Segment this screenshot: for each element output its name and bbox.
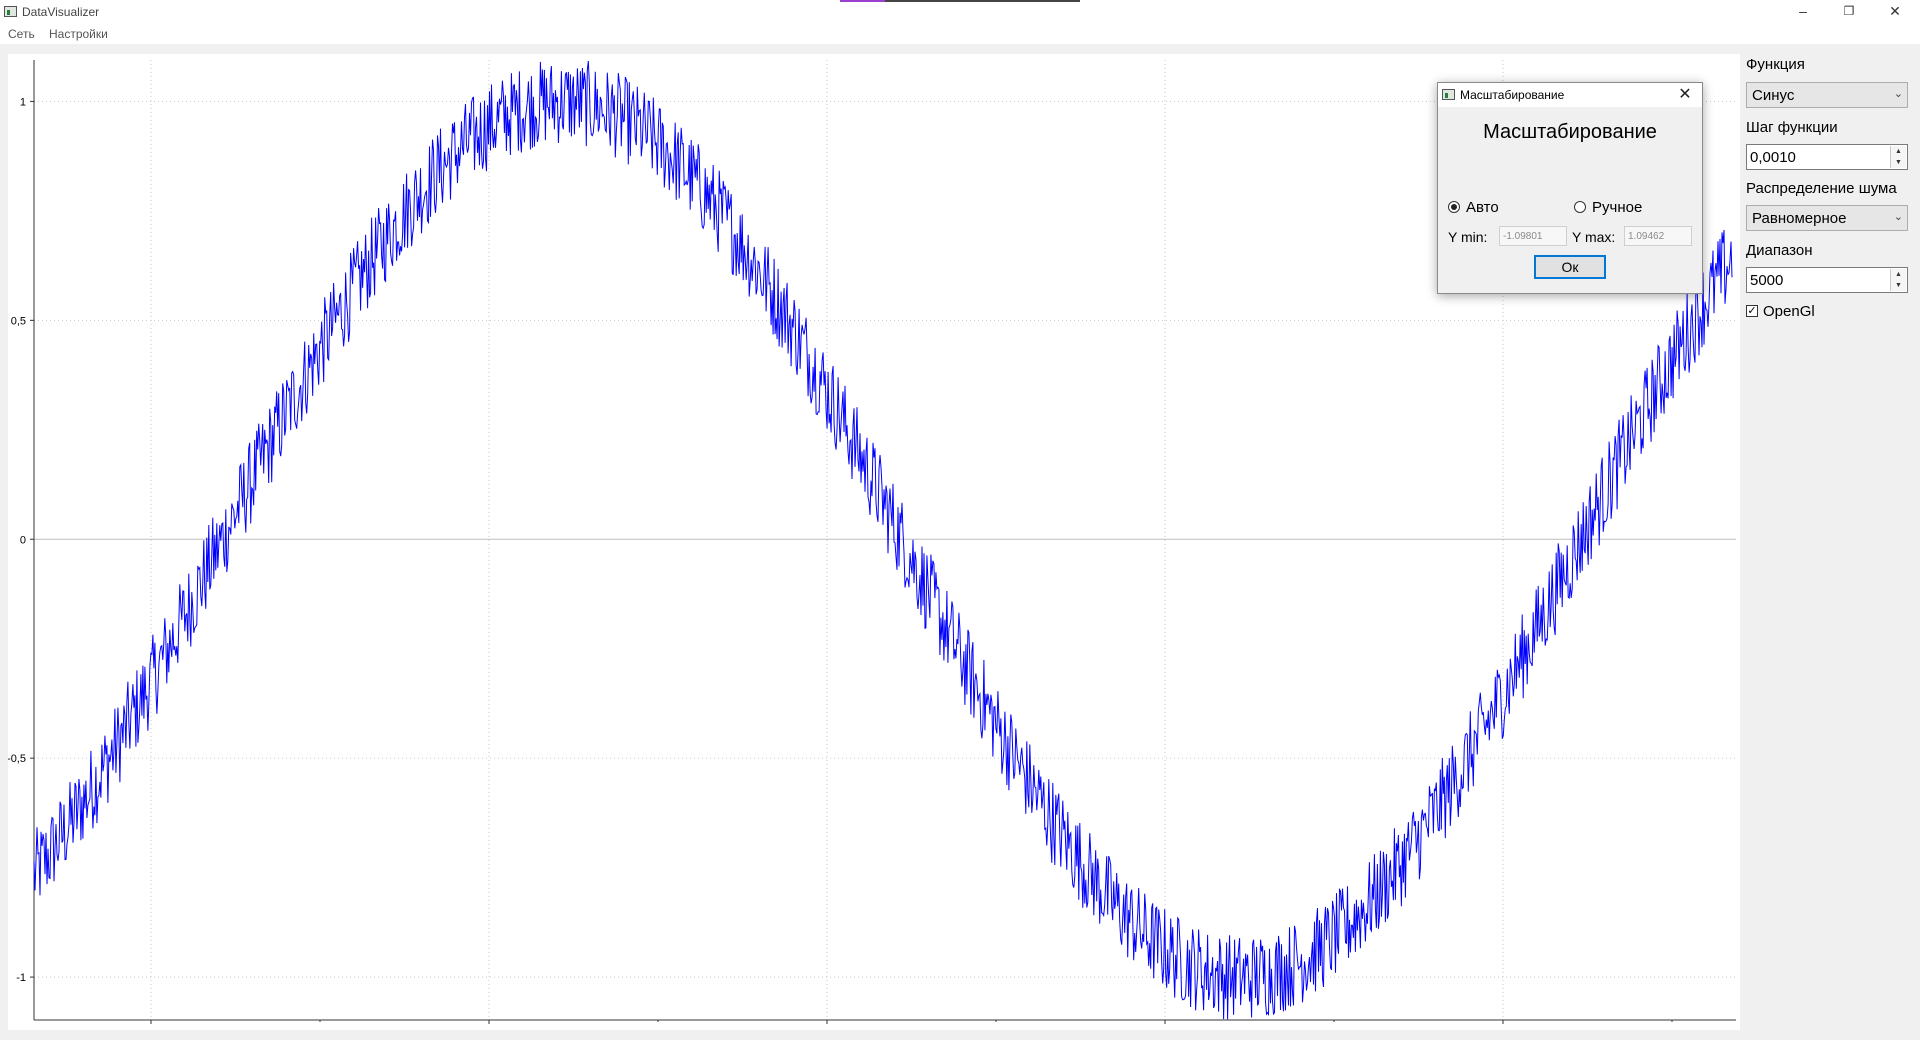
signal-line <box>33 60 1733 1020</box>
noise-label: Распределение шума <box>1746 180 1897 197</box>
chevron-down-icon: ⌄ <box>1893 211 1903 223</box>
control-panel: Функция Синус ⌄ Шаг функции 0,0010 ▲ ▼ Р… <box>1742 48 1920 348</box>
window-title: DataVisualizer <box>22 5 100 19</box>
function-select[interactable]: Синус ⌄ <box>1746 82 1908 108</box>
step-spinbox-buttons: ▲ ▼ <box>1890 146 1906 168</box>
dialog-heading: Масштабирование <box>1483 121 1657 143</box>
y-tick-label: -1 <box>16 972 26 984</box>
chevron-down-icon: ⌄ <box>1893 88 1903 100</box>
ymax-value: 1.09462 <box>1628 231 1665 242</box>
menu-item-network[interactable]: Сеть <box>8 27 35 41</box>
menu-bar: Сеть Настройки <box>0 24 1920 44</box>
range-spinbox[interactable]: 5000 ▲ ▼ <box>1746 267 1908 293</box>
close-icon[interactable]: ✕ <box>1678 86 1692 103</box>
y-tick-label: -0,5 <box>8 753 26 765</box>
noise-select[interactable]: Равномерное ⌄ <box>1746 205 1908 231</box>
radio-manual-label: Ручное <box>1592 199 1643 216</box>
ymin-field[interactable]: -1.09801 <box>1499 226 1567 246</box>
radio-auto-label: Авто <box>1466 199 1499 216</box>
step-spinbox-value: 0,0010 <box>1750 149 1796 166</box>
window-titlebar: DataVisualizer – ❐ ✕ <box>0 0 1920 24</box>
y-tick-label: 0,5 <box>11 315 26 327</box>
spin-down-icon[interactable]: ▼ <box>1891 157 1906 168</box>
checkbox-checked-icon[interactable]: ✓ <box>1746 305 1758 317</box>
scaling-dialog: Масштабирование ✕ Масштабирование Авто Р… <box>1437 82 1703 294</box>
minimize-button[interactable]: – <box>1799 3 1807 19</box>
dialog-title: Масштабирование <box>1460 88 1565 102</box>
step-label: Шаг функции <box>1746 119 1838 136</box>
range-label: Диапазон <box>1746 242 1813 259</box>
radio-unchecked-icon[interactable] <box>1574 201 1586 213</box>
app-icon <box>1442 89 1455 100</box>
radio-checked-icon[interactable] <box>1448 201 1460 213</box>
ymin-value: -1.09801 <box>1503 231 1543 242</box>
noise-select-value: Равномерное <box>1752 210 1847 227</box>
ok-button[interactable]: Ок <box>1534 255 1606 279</box>
function-label: Функция <box>1746 56 1805 73</box>
opengl-label: OpenGl <box>1763 303 1815 320</box>
app-icon <box>4 6 17 17</box>
ymin-label: Y min: <box>1448 229 1488 245</box>
y-tick-label: 1 <box>20 96 26 108</box>
dialog-titlebar: Масштабирование ✕ <box>1438 83 1702 107</box>
close-button[interactable]: ✕ <box>1889 3 1901 19</box>
y-tick-label: 0 <box>20 534 26 546</box>
step-spinbox[interactable]: 0,0010 ▲ ▼ <box>1746 144 1908 170</box>
range-spinbox-buttons: ▲ ▼ <box>1890 269 1906 291</box>
taskbar-accent-line <box>840 0 1080 2</box>
restore-button[interactable]: ❐ <box>1843 4 1855 18</box>
ymax-label: Y max: <box>1572 229 1616 245</box>
ymax-field[interactable]: 1.09462 <box>1624 226 1692 246</box>
function-select-value: Синус <box>1752 87 1795 104</box>
range-spinbox-value: 5000 <box>1750 272 1784 289</box>
spin-down-icon[interactable]: ▼ <box>1891 280 1906 291</box>
menu-item-settings[interactable]: Настройки <box>49 27 108 41</box>
